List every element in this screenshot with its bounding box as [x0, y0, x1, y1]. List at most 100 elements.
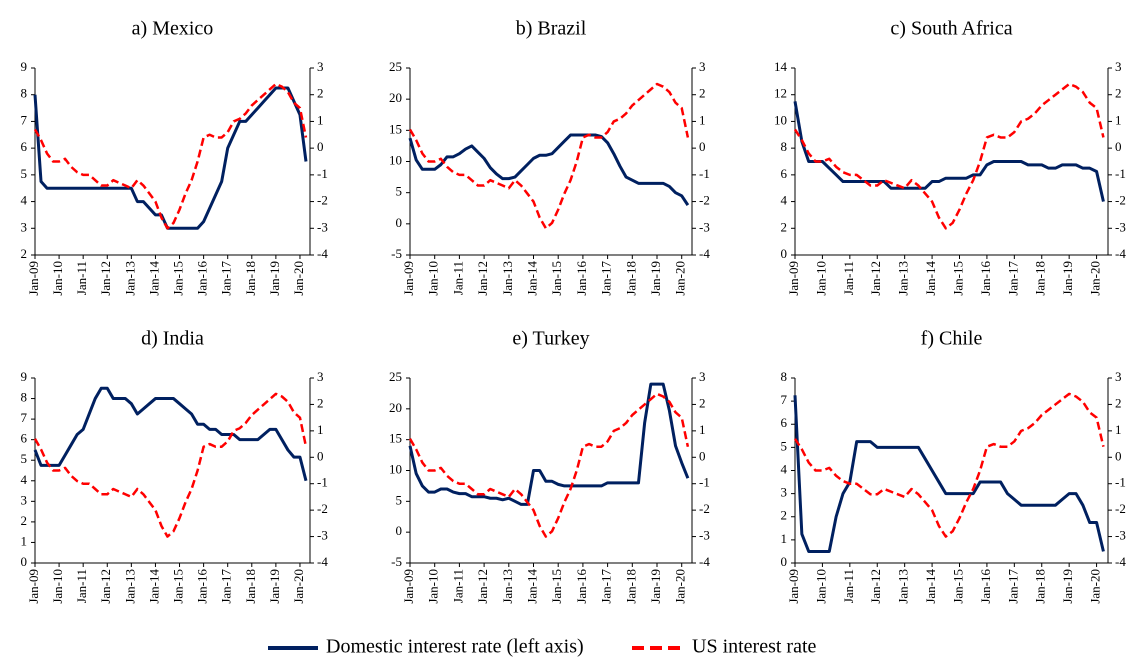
y2-tick-label: 3: [1115, 369, 1122, 384]
y-tick-label: 7: [21, 112, 28, 127]
y-tick-label: 15: [389, 431, 402, 446]
y-tick-label: 3: [21, 492, 28, 507]
x-tick-label: Jan-20: [1088, 569, 1103, 604]
x-tick-label: Jan-10: [813, 569, 828, 604]
x-tick-label: Jan-15: [549, 261, 564, 296]
x-tick-label: Jan-09: [786, 569, 801, 604]
y-tick-label: 12: [774, 86, 787, 101]
series-line: [33, 386, 308, 482]
y2-tick-label: -2: [317, 193, 328, 208]
x-tick-label: Jan-19: [267, 569, 282, 604]
x-tick-label: Jan-12: [98, 261, 113, 296]
x-tick-label: Jan-17: [1005, 261, 1020, 296]
x-tick-label: Jan-17: [219, 261, 234, 296]
x-tick-label: Jan-15: [171, 569, 186, 604]
x-tick-label: Jan-20: [673, 261, 688, 296]
y2-tick-label: 2: [699, 86, 706, 101]
y-tick-label: 6: [21, 431, 28, 446]
x-tick-label: Jan-15: [549, 569, 564, 604]
y-tick-label: 0: [396, 215, 403, 230]
x-tick-label: Jan-12: [475, 261, 490, 296]
x-tick-label: Jan-18: [1033, 261, 1048, 296]
y2-tick-label: -1: [1115, 475, 1126, 490]
y-tick-label: 10: [774, 112, 787, 127]
x-tick-label: Jan-09: [26, 569, 41, 604]
y-tick-label: 0: [21, 554, 28, 569]
x-tick-label: Jan-16: [978, 569, 993, 604]
x-tick-label: Jan-14: [146, 569, 161, 604]
x-tick-label: Jan-13: [500, 261, 515, 296]
x-tick-label: Jan-09: [401, 569, 416, 604]
x-tick-label: Jan-10: [426, 261, 441, 296]
y2-tick-label: -2: [1115, 501, 1126, 516]
x-tick-label: Jan-10: [426, 569, 441, 604]
x-tick-label: Jan-13: [122, 261, 137, 296]
chart-title: e) Turkey: [512, 328, 589, 350]
y2-tick-label: -2: [699, 193, 710, 208]
x-tick-label: Jan-19: [1060, 569, 1075, 604]
series-line: [33, 82, 308, 230]
y2-tick-label: -3: [699, 219, 710, 234]
x-tick-label: Jan-20: [291, 569, 306, 604]
y-tick-label: 5: [396, 184, 403, 199]
x-tick-label: Jan-20: [291, 261, 306, 296]
x-tick-label: Jan-18: [243, 261, 258, 296]
y-tick-label: 6: [781, 166, 788, 181]
x-tick-label: Jan-12: [868, 261, 883, 296]
y2-tick-label: 2: [317, 86, 324, 101]
x-tick-label: Jan-10: [50, 261, 65, 296]
y2-tick-label: -1: [317, 166, 328, 181]
x-tick-label: Jan-12: [475, 569, 490, 604]
x-tick-label: Jan-11: [841, 261, 856, 295]
y2-tick-label: 3: [317, 369, 324, 384]
series-line: [793, 392, 1105, 538]
x-tick-label: Jan-11: [450, 569, 465, 603]
x-tick-label: Jan-16: [574, 261, 589, 296]
y-tick-label: 7: [21, 410, 28, 425]
x-tick-label: Jan-13: [122, 569, 137, 604]
y-tick-label: 0: [396, 523, 403, 538]
y-tick-label: 8: [781, 139, 788, 154]
x-tick-label: Jan-19: [648, 261, 663, 296]
y-tick-label: 8: [781, 369, 788, 384]
series-line: [793, 395, 1105, 553]
x-tick-label: Jan-18: [243, 569, 258, 604]
y-tick-label: 4: [781, 461, 788, 476]
x-tick-label: Jan-15: [950, 569, 965, 604]
x-tick-label: Jan-17: [599, 569, 614, 604]
x-tick-label: Jan-12: [98, 569, 113, 604]
y-tick-label: 0: [781, 246, 788, 261]
y2-tick-label: -1: [699, 166, 710, 181]
y-tick-label: 5: [21, 166, 28, 181]
series-line: [33, 86, 308, 230]
y2-tick-label: 1: [699, 112, 706, 127]
y2-tick-label: -3: [317, 219, 328, 234]
x-tick-label: Jan-10: [50, 569, 65, 604]
x-tick-label: Jan-14: [524, 569, 539, 604]
y-tick-label: 2: [781, 219, 788, 234]
y-tick-label: 10: [389, 152, 402, 167]
y2-tick-label: 1: [317, 422, 324, 437]
y-tick-label: 6: [781, 415, 788, 430]
series-line: [793, 101, 1105, 202]
y2-tick-label: 3: [317, 59, 324, 74]
y2-tick-label: 2: [317, 395, 324, 410]
y2-tick-label: -4: [317, 554, 328, 569]
y2-tick-label: -3: [699, 528, 710, 543]
y-tick-label: 3: [21, 219, 28, 234]
x-tick-label: Jan-11: [450, 261, 465, 295]
y2-tick-label: 3: [699, 369, 706, 384]
y-tick-label: 0: [781, 554, 788, 569]
y-tick-label: 5: [781, 438, 788, 453]
chart-title: a) Mexico: [132, 18, 214, 40]
y-tick-label: 10: [389, 461, 402, 476]
y2-tick-label: 2: [1115, 395, 1122, 410]
y-tick-label: 4: [781, 193, 788, 208]
y-tick-label: 25: [389, 369, 402, 384]
x-tick-label: Jan-15: [171, 261, 186, 296]
chart-title: c) South Africa: [890, 18, 1012, 40]
y2-tick-label: 1: [699, 422, 706, 437]
x-tick-label: Jan-19: [267, 261, 282, 296]
y2-tick-label: -4: [699, 246, 710, 261]
